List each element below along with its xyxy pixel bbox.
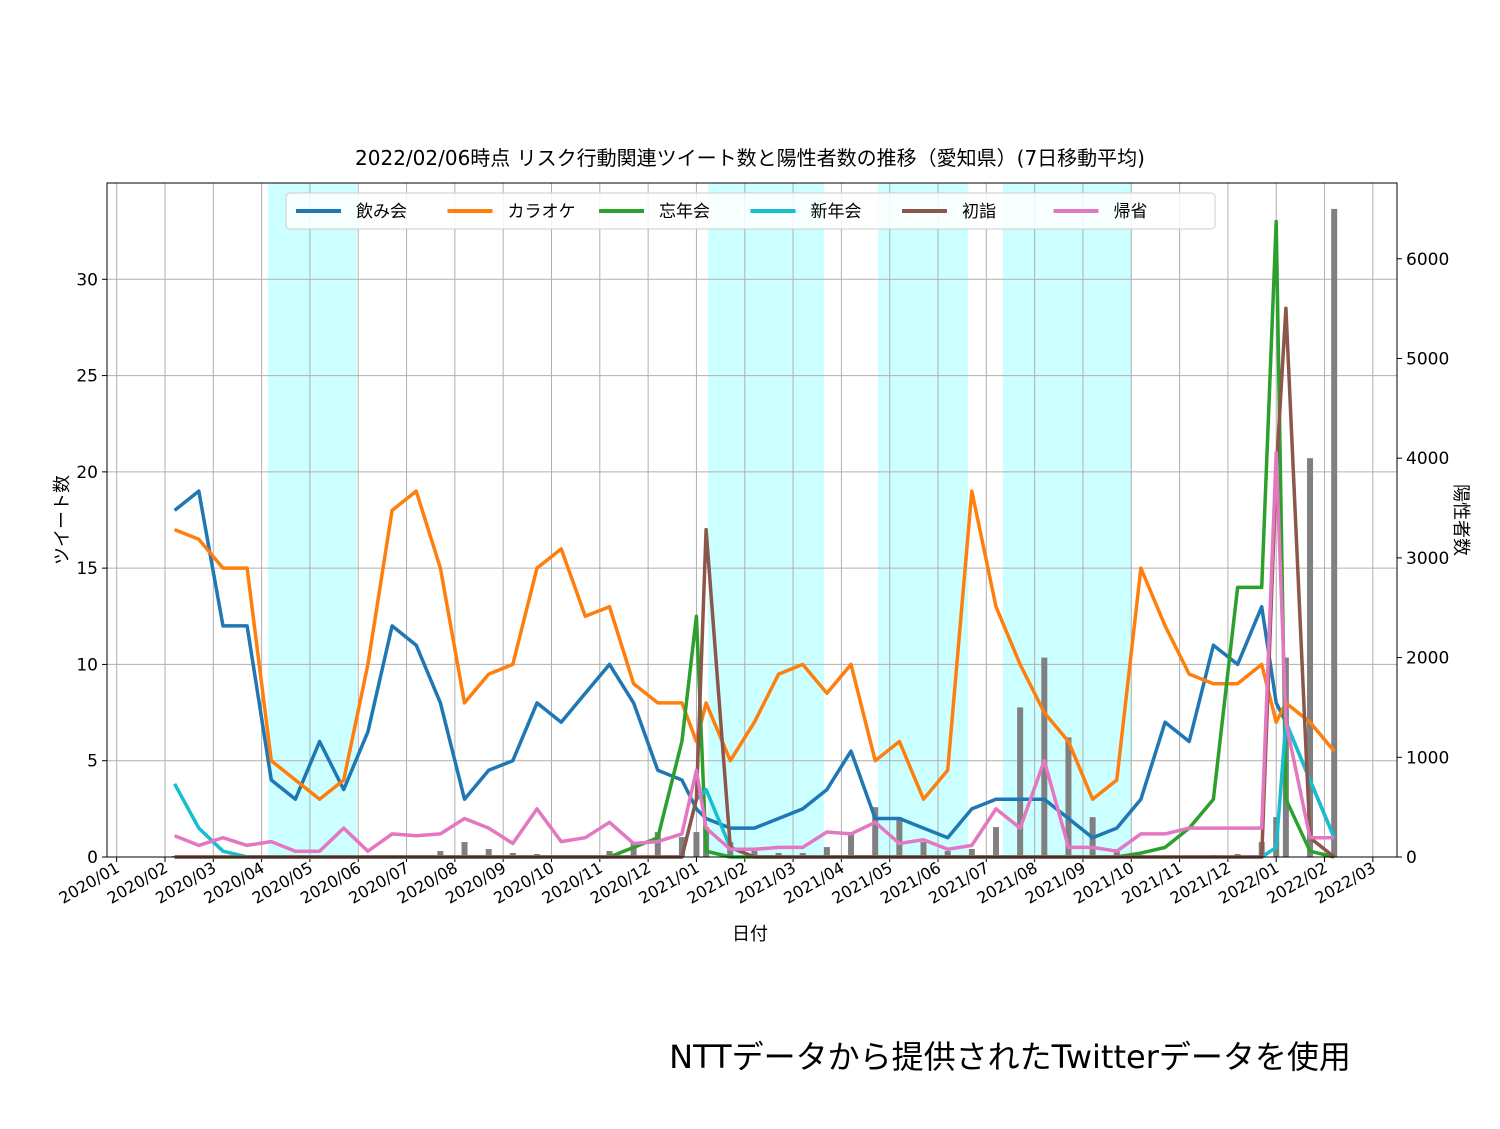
y2-tick-label: 0 — [1406, 848, 1417, 868]
legend-label: 帰省 — [1114, 202, 1148, 222]
legend-label: 飲み会 — [356, 202, 407, 222]
y-tick-label: 15 — [76, 559, 98, 579]
bar — [462, 842, 468, 857]
y2-tick-label: 2000 — [1406, 649, 1449, 669]
y-tick-label: 20 — [76, 463, 98, 483]
y-tick-label: 10 — [76, 655, 98, 675]
y2-axis-label: 陽性者数 — [1450, 484, 1471, 556]
y-axis-label: ツイート数 — [52, 475, 73, 565]
legend-label: カラオケ — [508, 202, 576, 222]
footer-note: NTTデータから提供されたTwitterデータを使用 — [669, 1038, 1351, 1076]
y-tick-label: 30 — [76, 270, 98, 290]
bar — [1017, 707, 1023, 857]
legend-label: 忘年会 — [659, 202, 710, 222]
bar — [896, 817, 902, 857]
bar — [1331, 209, 1337, 857]
y2-tick-label: 4000 — [1406, 449, 1449, 469]
y-tick-label: 0 — [87, 848, 98, 868]
bar — [848, 832, 854, 857]
bar — [1041, 658, 1047, 857]
legend-label: 初詣 — [962, 202, 996, 222]
shaded-period — [878, 183, 968, 857]
y2-tick-label: 3000 — [1406, 549, 1449, 569]
bar — [921, 842, 927, 857]
y-tick-label: 25 — [76, 367, 98, 387]
y2-tick-label: 6000 — [1406, 250, 1449, 270]
y2-tick-label: 5000 — [1406, 349, 1449, 369]
chart-title: 2022/02/06時点 リスク行動関連ツイート数と陽性者数の推移（愛知県）(7… — [355, 146, 1145, 170]
shaded-period — [708, 183, 824, 857]
bar — [993, 827, 999, 857]
x-axis-label: 日付 — [732, 924, 768, 945]
legend-label: 新年会 — [811, 202, 862, 222]
bar — [693, 832, 699, 857]
y-tick-label: 5 — [87, 752, 98, 772]
y2-tick-label: 1000 — [1406, 748, 1449, 768]
